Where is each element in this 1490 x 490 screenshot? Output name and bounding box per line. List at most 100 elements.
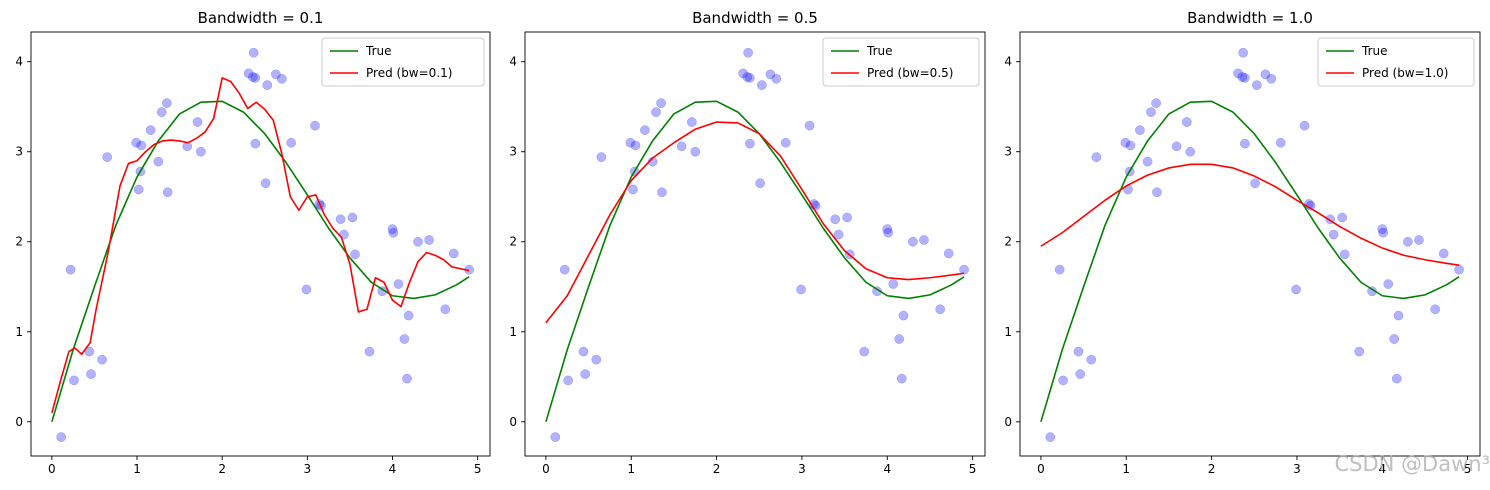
- y-tick-label: 1: [1004, 325, 1012, 339]
- scatter-point: [894, 334, 905, 344]
- scatter-point: [1086, 354, 1097, 365]
- scatter-point: [182, 141, 193, 152]
- scatter-point: [402, 373, 412, 384]
- scatter-point: [393, 279, 404, 289]
- scatter-point: [1275, 137, 1286, 148]
- scatter-point: [1185, 146, 1196, 157]
- scatter-point: [262, 80, 273, 90]
- scatter-point: [738, 68, 748, 79]
- scatter-point: [1240, 73, 1250, 83]
- scatter-point: [1054, 264, 1065, 275]
- y-tick-label: 3: [509, 145, 517, 159]
- scatter-point: [1299, 120, 1310, 131]
- scatter-point: [630, 140, 641, 151]
- y-tick-label: 1: [509, 325, 517, 339]
- scatter-point: [771, 73, 782, 84]
- y-tick-label: 4: [1004, 55, 1012, 69]
- scatter-point: [250, 73, 261, 83]
- scatter-point: [56, 432, 67, 442]
- legend-label: True: [866, 44, 893, 58]
- x-tick-label: 0: [542, 462, 550, 476]
- scatter-point: [756, 80, 767, 90]
- scatter-point: [935, 304, 946, 315]
- watermark: CSDN @Dawn³: [1334, 452, 1490, 476]
- scatter-point: [842, 212, 853, 223]
- scatter-point: [136, 140, 147, 151]
- scatter-point: [448, 248, 459, 259]
- x-tick-label: 5: [969, 462, 977, 476]
- scatter-point: [161, 98, 172, 108]
- scatter-point: [1354, 346, 1365, 357]
- x-tick-label: 2: [1208, 462, 1216, 476]
- scatter-point: [97, 354, 107, 365]
- scatter-point: [1393, 310, 1404, 321]
- scatter-point: [335, 214, 346, 225]
- x-tick-label: 0: [1037, 462, 1045, 476]
- x-tick-label: 2: [218, 462, 226, 476]
- y-tick-label: 2: [509, 235, 517, 249]
- scatter-point: [350, 249, 360, 260]
- y-tick-label: 1: [15, 325, 23, 339]
- scatter-point: [580, 369, 591, 379]
- y-tick-label: 0: [15, 415, 23, 429]
- scatter-point: [301, 284, 312, 295]
- scatter-point: [86, 369, 96, 379]
- scatter-point: [1151, 98, 1161, 108]
- scatter-point: [1058, 375, 1068, 386]
- legend-box: [822, 37, 980, 87]
- scatter-point: [1250, 178, 1260, 189]
- scatter-point: [1237, 72, 1248, 82]
- legend-label: Pred (bw=1.0): [1362, 66, 1448, 80]
- scatter-point: [742, 72, 753, 82]
- scatter-point: [364, 346, 375, 357]
- scatter-point: [1266, 73, 1277, 84]
- scatter-point: [133, 184, 144, 195]
- scatter-point: [102, 152, 113, 162]
- x-tick-label: 1: [1122, 462, 1130, 476]
- subplot-title: Bandwidth = 0.1: [198, 9, 324, 27]
- x-tick-label: 1: [627, 462, 635, 476]
- scatter-point: [1383, 279, 1394, 289]
- scatter-point: [883, 227, 893, 238]
- scatter-point: [1378, 227, 1388, 238]
- y-tick-label: 3: [15, 145, 23, 159]
- scatter-point: [1291, 284, 1301, 295]
- scatter-point: [413, 236, 423, 247]
- scatter-point: [250, 138, 261, 149]
- legend-label: True: [365, 44, 392, 58]
- axes-frame: [1019, 31, 1481, 457]
- true-line: [1040, 100, 1460, 423]
- scatter-point: [882, 224, 893, 234]
- scatter-point: [1181, 117, 1192, 127]
- scatter-point: [1142, 156, 1153, 167]
- y-tick-label: 4: [15, 55, 23, 69]
- x-tick-label: 0: [48, 462, 56, 476]
- scatter-point: [833, 229, 844, 240]
- scatter-point: [1135, 125, 1145, 135]
- scatter-point: [1337, 212, 1348, 223]
- scatter-point: [156, 107, 167, 117]
- scatter-point: [765, 69, 776, 80]
- y-tick-label: 3: [1004, 145, 1012, 159]
- legend-label: Pred (bw=0.5): [867, 66, 953, 80]
- scatter-point: [859, 346, 870, 357]
- y-tick-label: 0: [509, 415, 517, 429]
- scatter-point: [888, 279, 899, 289]
- scatter-point: [676, 141, 687, 152]
- subplot-2: Bandwidth = 0.5 0 1 2 3 4 5 0 1 2 3 4 True Pred (bw=0…: [509, 9, 986, 476]
- scatter-point: [1414, 235, 1424, 245]
- scatter-point: [896, 373, 907, 384]
- scatter-point: [196, 146, 206, 157]
- scatter-point: [651, 107, 661, 117]
- scatter-point: [745, 73, 755, 83]
- scatter-point: [959, 264, 969, 275]
- scatter-point: [1238, 47, 1249, 58]
- scatter-point: [248, 47, 259, 58]
- x-tick-label: 2: [713, 462, 721, 476]
- axes-frame: [524, 31, 986, 457]
- scatter-point: [1430, 304, 1441, 315]
- scatter-point: [1391, 373, 1402, 384]
- scatter-point: [743, 47, 754, 58]
- scatter-point: [65, 264, 76, 275]
